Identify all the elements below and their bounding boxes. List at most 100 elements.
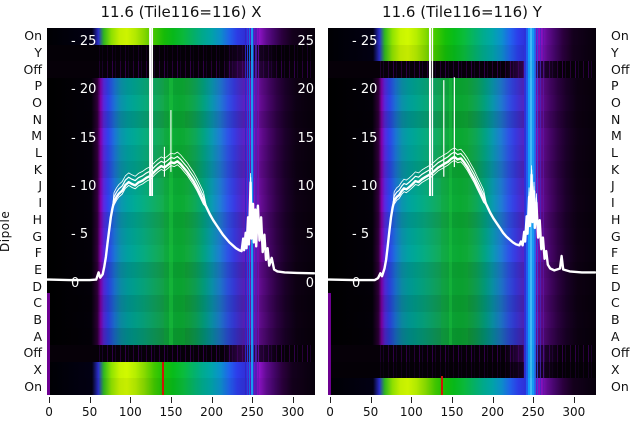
dipole-row-label-right: I bbox=[611, 195, 615, 211]
x-tick-label: 200 bbox=[481, 405, 504, 419]
inner-ytick-left: - 10 bbox=[352, 178, 378, 194]
dipole-row-label-right: C bbox=[611, 295, 620, 311]
x-tick-label: 300 bbox=[562, 405, 586, 419]
x-tick-mark bbox=[89, 397, 91, 403]
dipole-row-label-left: On bbox=[24, 378, 42, 394]
heatmap-panel: - 25 - 20 - 15 - 10 - 5 0 bbox=[328, 28, 596, 395]
x-tick-label: 200 bbox=[200, 405, 223, 419]
dipole-row-label-right: K bbox=[611, 161, 620, 177]
x-tick-mark bbox=[292, 397, 294, 403]
x-tick-mark bbox=[411, 397, 413, 403]
rfi-line bbox=[539, 28, 541, 395]
inner-ytick-left: - 15 bbox=[352, 130, 378, 146]
bandpass-line bbox=[47, 160, 315, 282]
x-tick-mark bbox=[252, 397, 254, 403]
dipole-row-label-left: J bbox=[38, 178, 42, 194]
dipole-row-label-left: Off bbox=[23, 61, 42, 77]
dipole-row-label-left: A bbox=[33, 328, 42, 344]
dipole-row-label-left: X bbox=[33, 361, 42, 377]
dipole-row-label-left: M bbox=[31, 128, 42, 144]
x-tick-mark bbox=[211, 397, 213, 403]
rfi-line bbox=[526, 28, 529, 395]
inner-ytick-left: - 20 bbox=[352, 82, 378, 98]
dipole-row-label-right: Off bbox=[611, 61, 630, 77]
x-tick-label: 100 bbox=[118, 405, 142, 419]
dipole-row-label-right: D bbox=[611, 278, 621, 294]
inner-ytick-right: 25 bbox=[297, 34, 314, 49]
dipole-row-label-left: N bbox=[32, 111, 42, 127]
x-tick-label: 100 bbox=[399, 405, 423, 419]
x-tick-mark bbox=[451, 397, 454, 403]
dipole-row-label-left: I bbox=[38, 195, 42, 211]
dipole-row-label-left: F bbox=[34, 245, 42, 261]
x-tick-label: 0 bbox=[45, 405, 53, 419]
rfi-line bbox=[542, 28, 545, 395]
panel-title: 11.6 (Tile116=116) Y bbox=[382, 3, 542, 21]
dipole-row-label-right: J bbox=[611, 178, 615, 194]
dipole-row-label-right: Y bbox=[611, 45, 619, 61]
x-tick-label: 150 bbox=[159, 405, 183, 419]
x-tick-label: 0 bbox=[326, 405, 334, 419]
x-tick-mark bbox=[370, 397, 372, 403]
dipole-row-label-right: On bbox=[611, 378, 629, 394]
x-tick-label: 50 bbox=[363, 405, 379, 419]
edge-stripe bbox=[328, 293, 331, 395]
x-tick-mark bbox=[533, 397, 535, 403]
inner-ytick-right: 0 bbox=[305, 275, 314, 291]
x-tick-mark bbox=[330, 397, 332, 403]
green-column-overlay bbox=[169, 78, 173, 345]
dipole-row-label-right: B bbox=[611, 311, 620, 327]
x-tick-label: 50 bbox=[82, 405, 98, 419]
channel-mark bbox=[441, 375, 443, 395]
green-column-overlay bbox=[448, 78, 452, 345]
green-column-overlay bbox=[164, 78, 185, 345]
inner-ytick-left: - 5 bbox=[352, 227, 370, 243]
inner-ytick-left: - 10 bbox=[71, 178, 97, 194]
dipole-row-label-left: D bbox=[32, 278, 42, 294]
bandpass-curve bbox=[328, 28, 596, 282]
rfi-line bbox=[244, 28, 247, 395]
dipole-row-label-left: B bbox=[33, 311, 42, 327]
heatmap-panel: - 25 25 - 20 20 - 15 15 - 10 10 - 5 5 0 0 bbox=[47, 28, 315, 395]
inner-ytick-left: - 25 bbox=[71, 34, 97, 49]
inner-ytick-left: - 20 bbox=[71, 82, 97, 98]
inner-ytick-left: - 15 bbox=[71, 130, 97, 146]
dipole-row-label-left: On bbox=[24, 28, 42, 44]
x-tick-mark bbox=[573, 397, 575, 403]
x-tick-mark bbox=[170, 397, 173, 403]
inner-ytick-right: 5 bbox=[305, 227, 314, 243]
dipole-row-label-right: F bbox=[611, 245, 619, 261]
dipole-row-label-right: N bbox=[611, 111, 621, 127]
inner-ytick-right: 10 bbox=[297, 178, 314, 194]
dipole-row-label-left: L bbox=[35, 145, 42, 161]
dipole-row-label-right: Off bbox=[611, 345, 630, 361]
dipole-row-label-right: M bbox=[611, 128, 622, 144]
bandpass-line bbox=[328, 159, 596, 281]
dipole-row-label-left: G bbox=[32, 228, 42, 244]
dipole-row-label-left: E bbox=[34, 261, 42, 277]
dipole-row-label-right: E bbox=[611, 261, 619, 277]
bandpass-line bbox=[328, 147, 596, 281]
panel-title: 11.6 (Tile116=116) X bbox=[100, 3, 262, 21]
dipole-row-label-left: H bbox=[32, 211, 42, 227]
dipole-row-label-left: Y bbox=[34, 45, 42, 61]
x-tick-mark bbox=[130, 397, 132, 403]
inner-ytick-left: 0 bbox=[71, 275, 80, 291]
x-tick-mark bbox=[49, 397, 51, 403]
dipole-row-label-left: C bbox=[33, 295, 42, 311]
dipole-row-label-left: Off bbox=[23, 345, 42, 361]
bandpass-line bbox=[47, 164, 315, 281]
edge-stripe bbox=[47, 293, 50, 395]
dipole-row-label-right: O bbox=[611, 95, 621, 111]
x-tick-label: 150 bbox=[440, 405, 464, 419]
bandpass-line bbox=[328, 155, 596, 282]
dipole-row-label-right: L bbox=[611, 145, 618, 161]
dipole-row-label-left: K bbox=[33, 161, 42, 177]
inner-ytick-left: - 5 bbox=[71, 227, 89, 243]
x-tick-label: 250 bbox=[240, 405, 264, 419]
dipole-row-label-right: A bbox=[611, 328, 620, 344]
rfi-line bbox=[524, 28, 526, 395]
bandpass-line bbox=[47, 155, 315, 281]
dipole-row-label-right: X bbox=[611, 361, 620, 377]
